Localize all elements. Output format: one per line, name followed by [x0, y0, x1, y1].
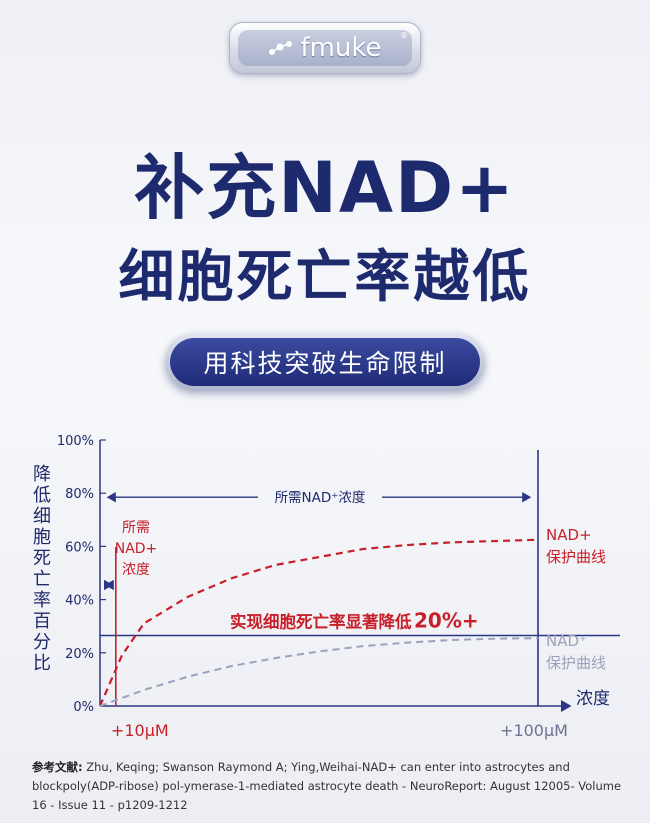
- y-tick-label: 60%: [65, 540, 94, 555]
- molecule-icon: [269, 41, 293, 55]
- highlight-value: 20%+: [414, 609, 479, 633]
- references-text: Zhu, Keqing; Swanson Raymond A; Ying,Wei…: [32, 760, 622, 812]
- headline-line-2: 细胞死亡率越低: [118, 245, 532, 310]
- range-label-bg: [258, 486, 382, 509]
- y-tick-label: 20%: [65, 647, 94, 662]
- range-label-wide: 所需NAD⁺浓度: [275, 490, 366, 506]
- series-label-line2: 保护曲线: [546, 654, 606, 672]
- chart-axes: 浓度 0% 20% 40% 60% 80% 100%: [57, 434, 610, 715]
- y-axis-label-char: 胞: [33, 527, 51, 548]
- y-axis-label-char: 降: [33, 464, 51, 485]
- tagline-badge: 用科技突破生命限制: [165, 333, 485, 391]
- series-label-line1: NAD+: [546, 526, 592, 544]
- y-axis-label-char: 细: [33, 506, 51, 527]
- references: 参考文献: Zhu, Keqing; Swanson Raymond A; Yi…: [32, 758, 622, 815]
- range-label-narrow: 浓度: [122, 562, 150, 578]
- x-tick-label: +100μM: [500, 721, 568, 740]
- tagline-text: 用科技突破生命限制: [170, 338, 480, 386]
- range-label-narrow: 所需: [122, 520, 150, 536]
- logo-plate: fmuke: [238, 30, 412, 66]
- series-nad-curve: [99, 637, 539, 707]
- chart-series: [98, 450, 620, 707]
- series-label-line2: 保护曲线: [546, 548, 606, 566]
- brand-logo: fmuke ®: [229, 22, 421, 74]
- y-tick-label: 100%: [57, 434, 94, 449]
- range-label-narrow: NAD+: [115, 541, 158, 557]
- references-label: 参考文献:: [32, 760, 83, 774]
- y-tick-label: 80%: [65, 487, 94, 502]
- series-label-line1: NAD⁺: [546, 632, 587, 650]
- y-axis-label-char: 死: [33, 548, 51, 569]
- y-tick-label: 40%: [65, 594, 94, 609]
- y-axis-label-char: 低: [33, 485, 51, 506]
- highlight-text: 实现细胞死亡率显著降低: [230, 612, 412, 632]
- registered-mark: ®: [400, 31, 408, 40]
- y-axis-label-char: 率: [33, 590, 51, 611]
- y-tick-label: 0%: [73, 700, 94, 715]
- brand-name: fmuke: [300, 33, 382, 63]
- x-axis-label: 浓度: [576, 689, 610, 709]
- y-axis-label-char: 亡: [33, 569, 51, 590]
- headline-line-1: 补充NAD+: [134, 147, 516, 229]
- y-axis-label-char: 百: [33, 611, 51, 632]
- y-axis-label-char: 分: [33, 632, 51, 653]
- y-axis-label-char: 比: [33, 653, 51, 674]
- x-tick-label: +10μM: [111, 721, 169, 740]
